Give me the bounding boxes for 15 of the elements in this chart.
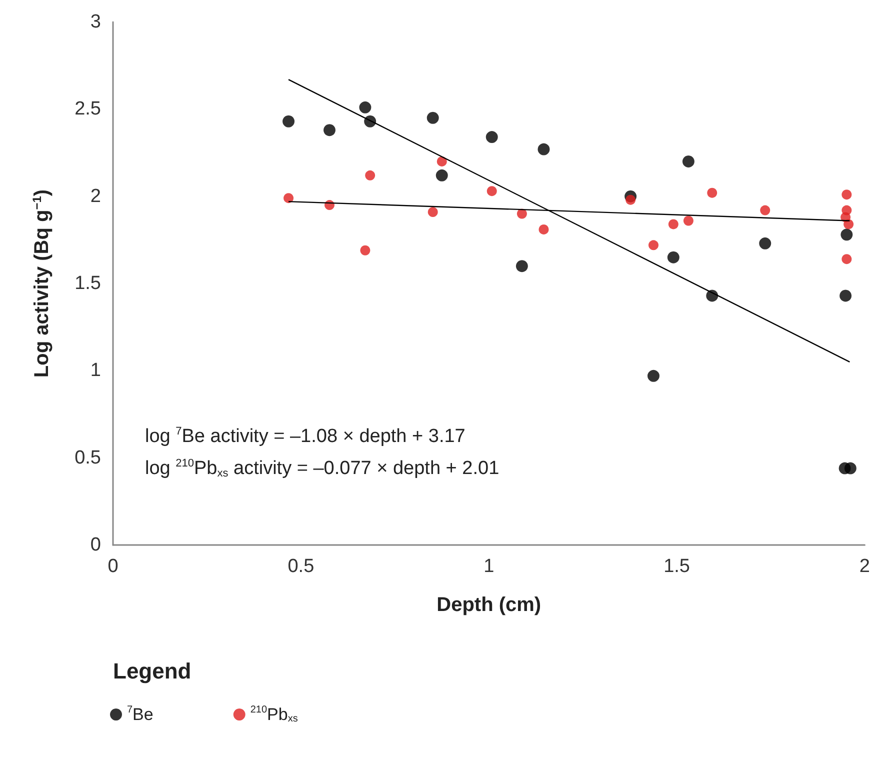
y-tick-label: 0.5: [74, 447, 101, 468]
y-tick-label: 2.5: [74, 98, 101, 120]
y-tick-label: 2: [90, 186, 101, 207]
legend-title: Legend: [113, 658, 192, 684]
x-tick-label: 2: [859, 556, 870, 577]
x-tick-label: 1: [484, 556, 494, 577]
x-tick-label: 0: [108, 556, 118, 577]
y-axis-title: Log activity (Bq g−1): [30, 189, 53, 378]
y-tick-label: 0: [90, 534, 101, 556]
y-tick-label: 1.5: [74, 273, 101, 294]
y-tick-label: 1: [90, 360, 101, 382]
x-tick-label: 1.5: [664, 556, 690, 577]
x-axis-title: Depth (cm): [436, 594, 542, 616]
x-tick-label: 0.5: [288, 556, 314, 577]
y-tick-label: 3: [90, 12, 101, 32]
